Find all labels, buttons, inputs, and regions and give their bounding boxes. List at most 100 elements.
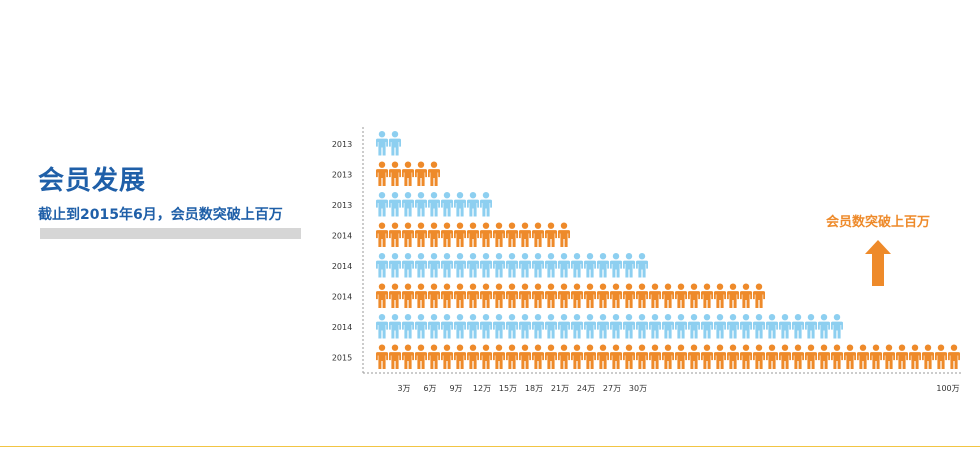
person-icon <box>714 344 726 369</box>
person-icon <box>805 344 817 369</box>
person-icon <box>675 344 687 369</box>
person-icon <box>480 344 492 369</box>
person-icon <box>688 283 700 308</box>
person-row <box>376 314 843 339</box>
bottom-rule <box>0 446 980 447</box>
x-tick-label: 15万 <box>499 384 517 393</box>
person-icon <box>402 314 414 339</box>
x-tick-label: 24万 <box>577 384 595 393</box>
person-icon <box>415 344 427 369</box>
x-tick-label: 3万 <box>397 384 410 393</box>
person-icon <box>675 314 687 339</box>
person-icon <box>753 314 765 339</box>
person-icon <box>467 253 479 278</box>
person-icon <box>428 344 440 369</box>
person-icon <box>506 344 518 369</box>
person-icon <box>662 283 674 308</box>
page-subtitle: 截止到2015年6月，会员数突破上百万 <box>38 207 283 223</box>
person-icon <box>480 283 492 308</box>
person-icon <box>519 253 531 278</box>
person-icon <box>584 314 596 339</box>
x-tick-label: 27万 <box>603 384 621 393</box>
person-icon <box>896 344 908 369</box>
person-icon <box>740 283 752 308</box>
person-icon <box>701 283 713 308</box>
person-icon <box>636 283 648 308</box>
callout-text: 会员数突破上百万 <box>826 215 931 230</box>
year-label: 2014 <box>332 293 352 302</box>
person-icon <box>428 314 440 339</box>
year-label: 2014 <box>332 262 352 271</box>
person-icon <box>532 222 544 247</box>
person-icon <box>428 161 440 186</box>
person-icon <box>376 131 388 156</box>
person-icon <box>649 314 661 339</box>
person-icon <box>493 253 505 278</box>
person-icon <box>623 283 635 308</box>
person-icon <box>584 344 596 369</box>
person-icon <box>883 344 895 369</box>
person-icon <box>779 314 791 339</box>
person-row <box>376 161 440 186</box>
person-icon <box>454 314 466 339</box>
person-icon <box>506 253 518 278</box>
person-icon <box>454 283 466 308</box>
person-icon <box>610 344 622 369</box>
person-icon <box>701 314 713 339</box>
person-icon <box>571 344 583 369</box>
person-icon <box>467 283 479 308</box>
person-icon <box>402 283 414 308</box>
person-icon <box>532 253 544 278</box>
person-icon <box>428 192 440 217</box>
person-icon <box>532 344 544 369</box>
person-icon <box>415 253 427 278</box>
person-row <box>376 253 648 278</box>
person-icon <box>727 283 739 308</box>
person-icon <box>467 192 479 217</box>
person-row <box>376 222 570 247</box>
year-label: 2014 <box>332 232 352 241</box>
person-row <box>376 131 401 156</box>
person-icon <box>441 192 453 217</box>
person-icon <box>428 222 440 247</box>
person-icon <box>636 344 648 369</box>
person-icon <box>545 344 557 369</box>
person-icon <box>766 344 778 369</box>
person-icon <box>376 161 388 186</box>
year-label: 2015 <box>332 354 352 363</box>
person-icon <box>402 253 414 278</box>
person-icon <box>480 314 492 339</box>
person-icon <box>831 344 843 369</box>
person-icon <box>597 344 609 369</box>
x-tick-labels: 3万 6万 9万 12万 15万 18万 21万 24万 27万 30万 100万 <box>397 384 959 393</box>
person-icon <box>376 344 388 369</box>
person-icon <box>441 283 453 308</box>
person-icon <box>870 344 882 369</box>
person-icon <box>389 222 401 247</box>
person-icon <box>857 344 869 369</box>
person-icon <box>610 253 622 278</box>
x-tick-label: 30万 <box>629 384 647 393</box>
person-icon <box>376 253 388 278</box>
person-icon <box>415 283 427 308</box>
person-icon <box>597 283 609 308</box>
person-icon <box>519 314 531 339</box>
person-icon <box>415 161 427 186</box>
person-icon <box>714 283 726 308</box>
person-icon <box>428 283 440 308</box>
x-tick-label: 9万 <box>449 384 462 393</box>
person-icon <box>389 344 401 369</box>
person-icon <box>649 344 661 369</box>
person-icon <box>779 344 791 369</box>
person-icon <box>909 344 921 369</box>
person-icon <box>558 222 570 247</box>
decorative-bar <box>40 228 301 239</box>
person-icon <box>545 283 557 308</box>
person-icon <box>493 344 505 369</box>
person-icon <box>805 314 817 339</box>
person-icon <box>389 131 401 156</box>
person-icon <box>480 222 492 247</box>
person-icon <box>545 253 557 278</box>
person-icon <box>623 344 635 369</box>
